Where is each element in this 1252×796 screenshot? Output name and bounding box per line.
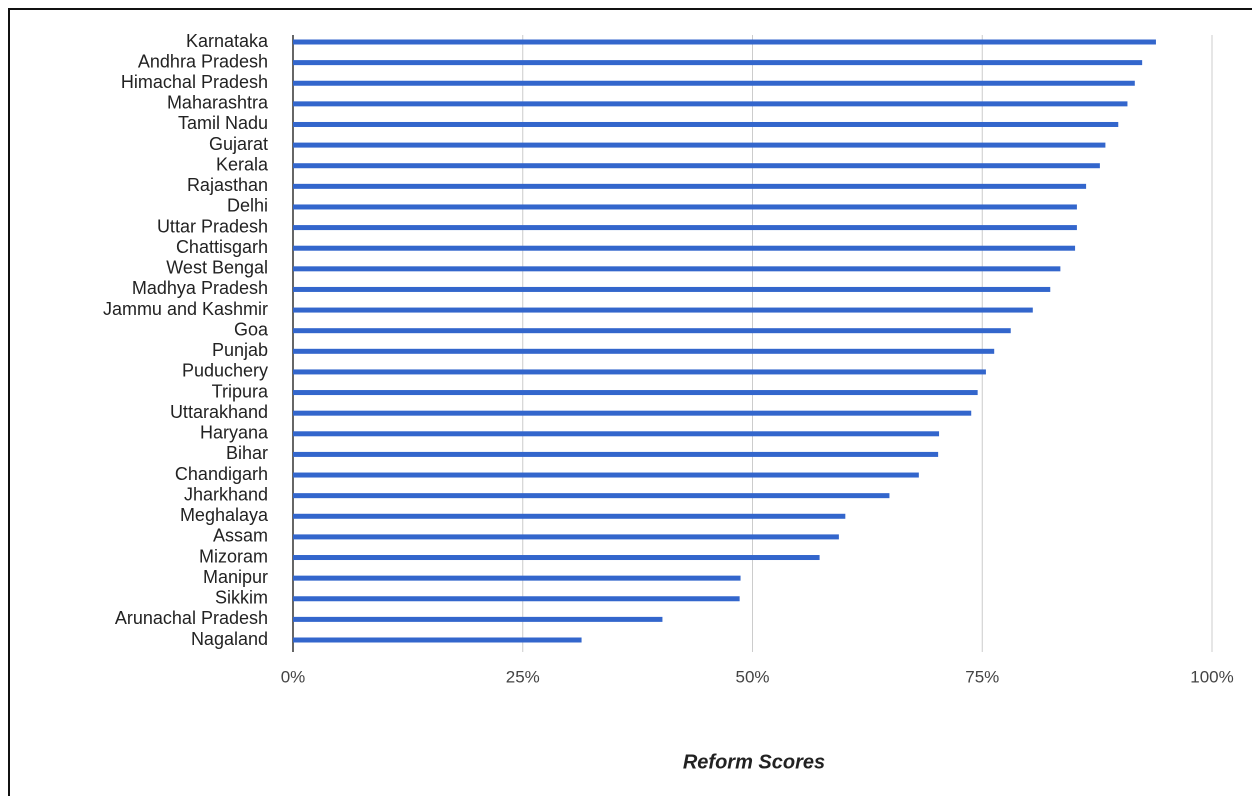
bar [293, 369, 986, 375]
y-tick-label: Puduchery [182, 361, 268, 381]
y-tick-label: Chandigarh [175, 464, 268, 484]
bar [293, 39, 1156, 45]
y-tick-label: Andhra Pradesh [138, 51, 268, 71]
bar [293, 575, 741, 581]
y-tick-label: Meghalaya [180, 505, 269, 525]
y-tick-label: Jharkhand [184, 484, 268, 504]
x-axis-title: Reform Scores [683, 751, 825, 773]
y-tick-label: Himachal Pradesh [121, 72, 268, 92]
bar [293, 101, 1128, 107]
bar [293, 163, 1100, 169]
y-tick-label: Gujarat [209, 134, 268, 154]
bar [293, 121, 1119, 127]
bar [293, 225, 1077, 231]
y-tick-label: Rajasthan [187, 175, 268, 195]
bar [293, 348, 995, 354]
y-tick-label: Uttarakhand [170, 402, 268, 422]
x-tick-label: 25% [506, 667, 540, 686]
bar [293, 493, 890, 499]
y-tick-label: Maharashtra [167, 93, 269, 113]
y-tick-label: Haryana [200, 423, 269, 443]
y-tick-label: Bihar [226, 443, 268, 463]
x-tick-label: 50% [735, 667, 769, 686]
bar [293, 307, 1033, 313]
bar [293, 616, 663, 622]
bar [293, 513, 846, 519]
y-tick-label: Nagaland [191, 629, 268, 649]
y-tick-label: Punjab [212, 340, 268, 360]
bar [293, 410, 972, 416]
y-tick-label: Karnataka [186, 31, 269, 51]
y-tick-label: Arunachal Pradesh [115, 608, 268, 628]
bar [293, 637, 582, 643]
x-tick-label: 0% [281, 667, 306, 686]
bar [293, 183, 1087, 189]
bar [293, 266, 1061, 272]
bar [293, 431, 940, 437]
y-tick-label: Kerala [216, 154, 269, 174]
x-tick-label: 100% [1190, 667, 1233, 686]
y-tick-label: Delhi [227, 196, 268, 216]
bar [293, 60, 1143, 66]
y-tick-label: Tripura [212, 381, 269, 401]
bar [293, 286, 1051, 292]
y-tick-label: Chattisgarh [176, 237, 268, 257]
frame [8, 8, 1252, 796]
y-tick-label: Uttar Pradesh [157, 216, 268, 236]
x-tick-label: 75% [965, 667, 999, 686]
y-tick-label: Tamil Nadu [178, 113, 268, 133]
y-tick-label: Sikkim [215, 588, 268, 608]
y-tick-label: Goa [234, 319, 269, 339]
bar [293, 534, 839, 540]
bar [293, 596, 740, 602]
bar [293, 204, 1077, 210]
bar [293, 245, 1076, 251]
bar [293, 472, 919, 478]
y-tick-label: Mizoram [199, 546, 268, 566]
y-tick-label: West Bengal [166, 258, 268, 278]
y-tick-label: Madhya Pradesh [132, 278, 268, 298]
bar [293, 328, 1011, 334]
bar [293, 80, 1135, 86]
y-tick-label: Jammu and Kashmir [103, 299, 268, 319]
y-tick-label: Manipur [203, 567, 268, 587]
bar [293, 390, 978, 396]
bar [293, 451, 939, 457]
bar [293, 555, 820, 561]
bar [293, 142, 1106, 148]
y-tick-label: Assam [213, 526, 268, 546]
